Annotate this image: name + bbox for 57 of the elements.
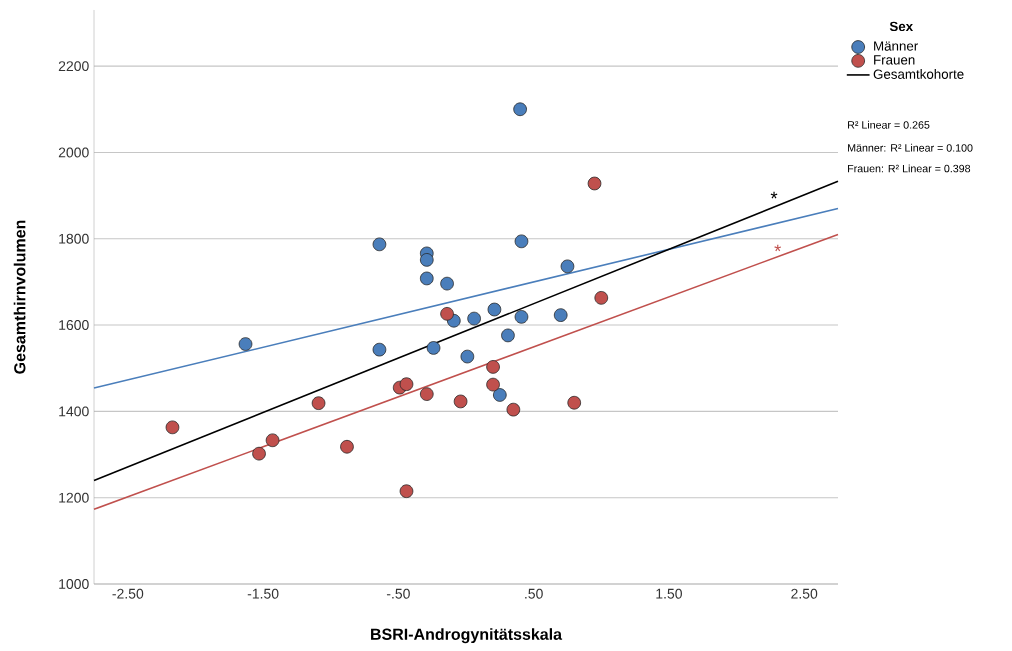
point xyxy=(587,176,602,191)
legend-title: Sex xyxy=(889,21,914,32)
x-tick-label: -1.50 xyxy=(247,588,279,599)
point xyxy=(372,237,387,252)
point xyxy=(238,337,253,351)
point xyxy=(486,377,500,392)
point xyxy=(311,396,326,410)
point xyxy=(594,291,609,305)
point xyxy=(419,253,434,267)
x-tick-label: .50 xyxy=(525,588,543,599)
point xyxy=(514,310,529,324)
text: Männer: R² Linear = 0.100 xyxy=(848,143,973,152)
annotation: * xyxy=(774,244,782,252)
point xyxy=(399,484,414,499)
point xyxy=(467,311,481,326)
point xyxy=(440,307,454,321)
x-tick-label: -2.50 xyxy=(112,588,144,599)
point xyxy=(506,402,521,417)
legend-label: Männer xyxy=(874,41,919,51)
point xyxy=(513,102,527,117)
y-tick-label: 1000 xyxy=(59,579,89,589)
point xyxy=(252,446,266,461)
point xyxy=(265,433,280,448)
x-tick-label: 2.50 xyxy=(791,588,818,599)
text: R² Linear = 0.265 xyxy=(848,120,930,129)
point xyxy=(460,349,475,364)
y-tick-label: 1400 xyxy=(59,406,89,417)
point xyxy=(399,377,414,391)
point xyxy=(493,388,507,402)
point xyxy=(453,394,468,409)
x-tick-label: -.50 xyxy=(386,588,410,599)
y-tick-label: 1200 xyxy=(59,492,89,503)
point xyxy=(567,395,582,410)
point xyxy=(487,302,502,317)
point xyxy=(419,271,434,286)
y-tick-label: 2200 xyxy=(58,61,89,72)
x-axis-title: BSRI-Androgynitätsskala xyxy=(371,628,563,644)
y-tick-label: 2000 xyxy=(58,147,89,158)
point xyxy=(340,439,354,454)
y-tick-label: 1600 xyxy=(59,320,89,331)
point xyxy=(419,387,434,401)
point xyxy=(165,420,180,435)
y-axis-title: Gesamthirnvolumen xyxy=(13,220,26,374)
annotation: * xyxy=(770,191,778,199)
point xyxy=(372,342,387,357)
point xyxy=(440,276,454,291)
point xyxy=(426,341,441,355)
x-tick-label: 1.50 xyxy=(656,588,682,599)
text: Frauen: R² Linear = 0.398 xyxy=(848,164,971,173)
y-tick-label: 1800 xyxy=(59,233,89,244)
point xyxy=(486,360,500,374)
point xyxy=(514,234,529,249)
legend-label: Frauen xyxy=(874,55,915,65)
point xyxy=(553,308,568,322)
point xyxy=(501,328,515,343)
legend-label: Gesamtkohorte xyxy=(873,69,964,79)
point xyxy=(560,259,575,274)
